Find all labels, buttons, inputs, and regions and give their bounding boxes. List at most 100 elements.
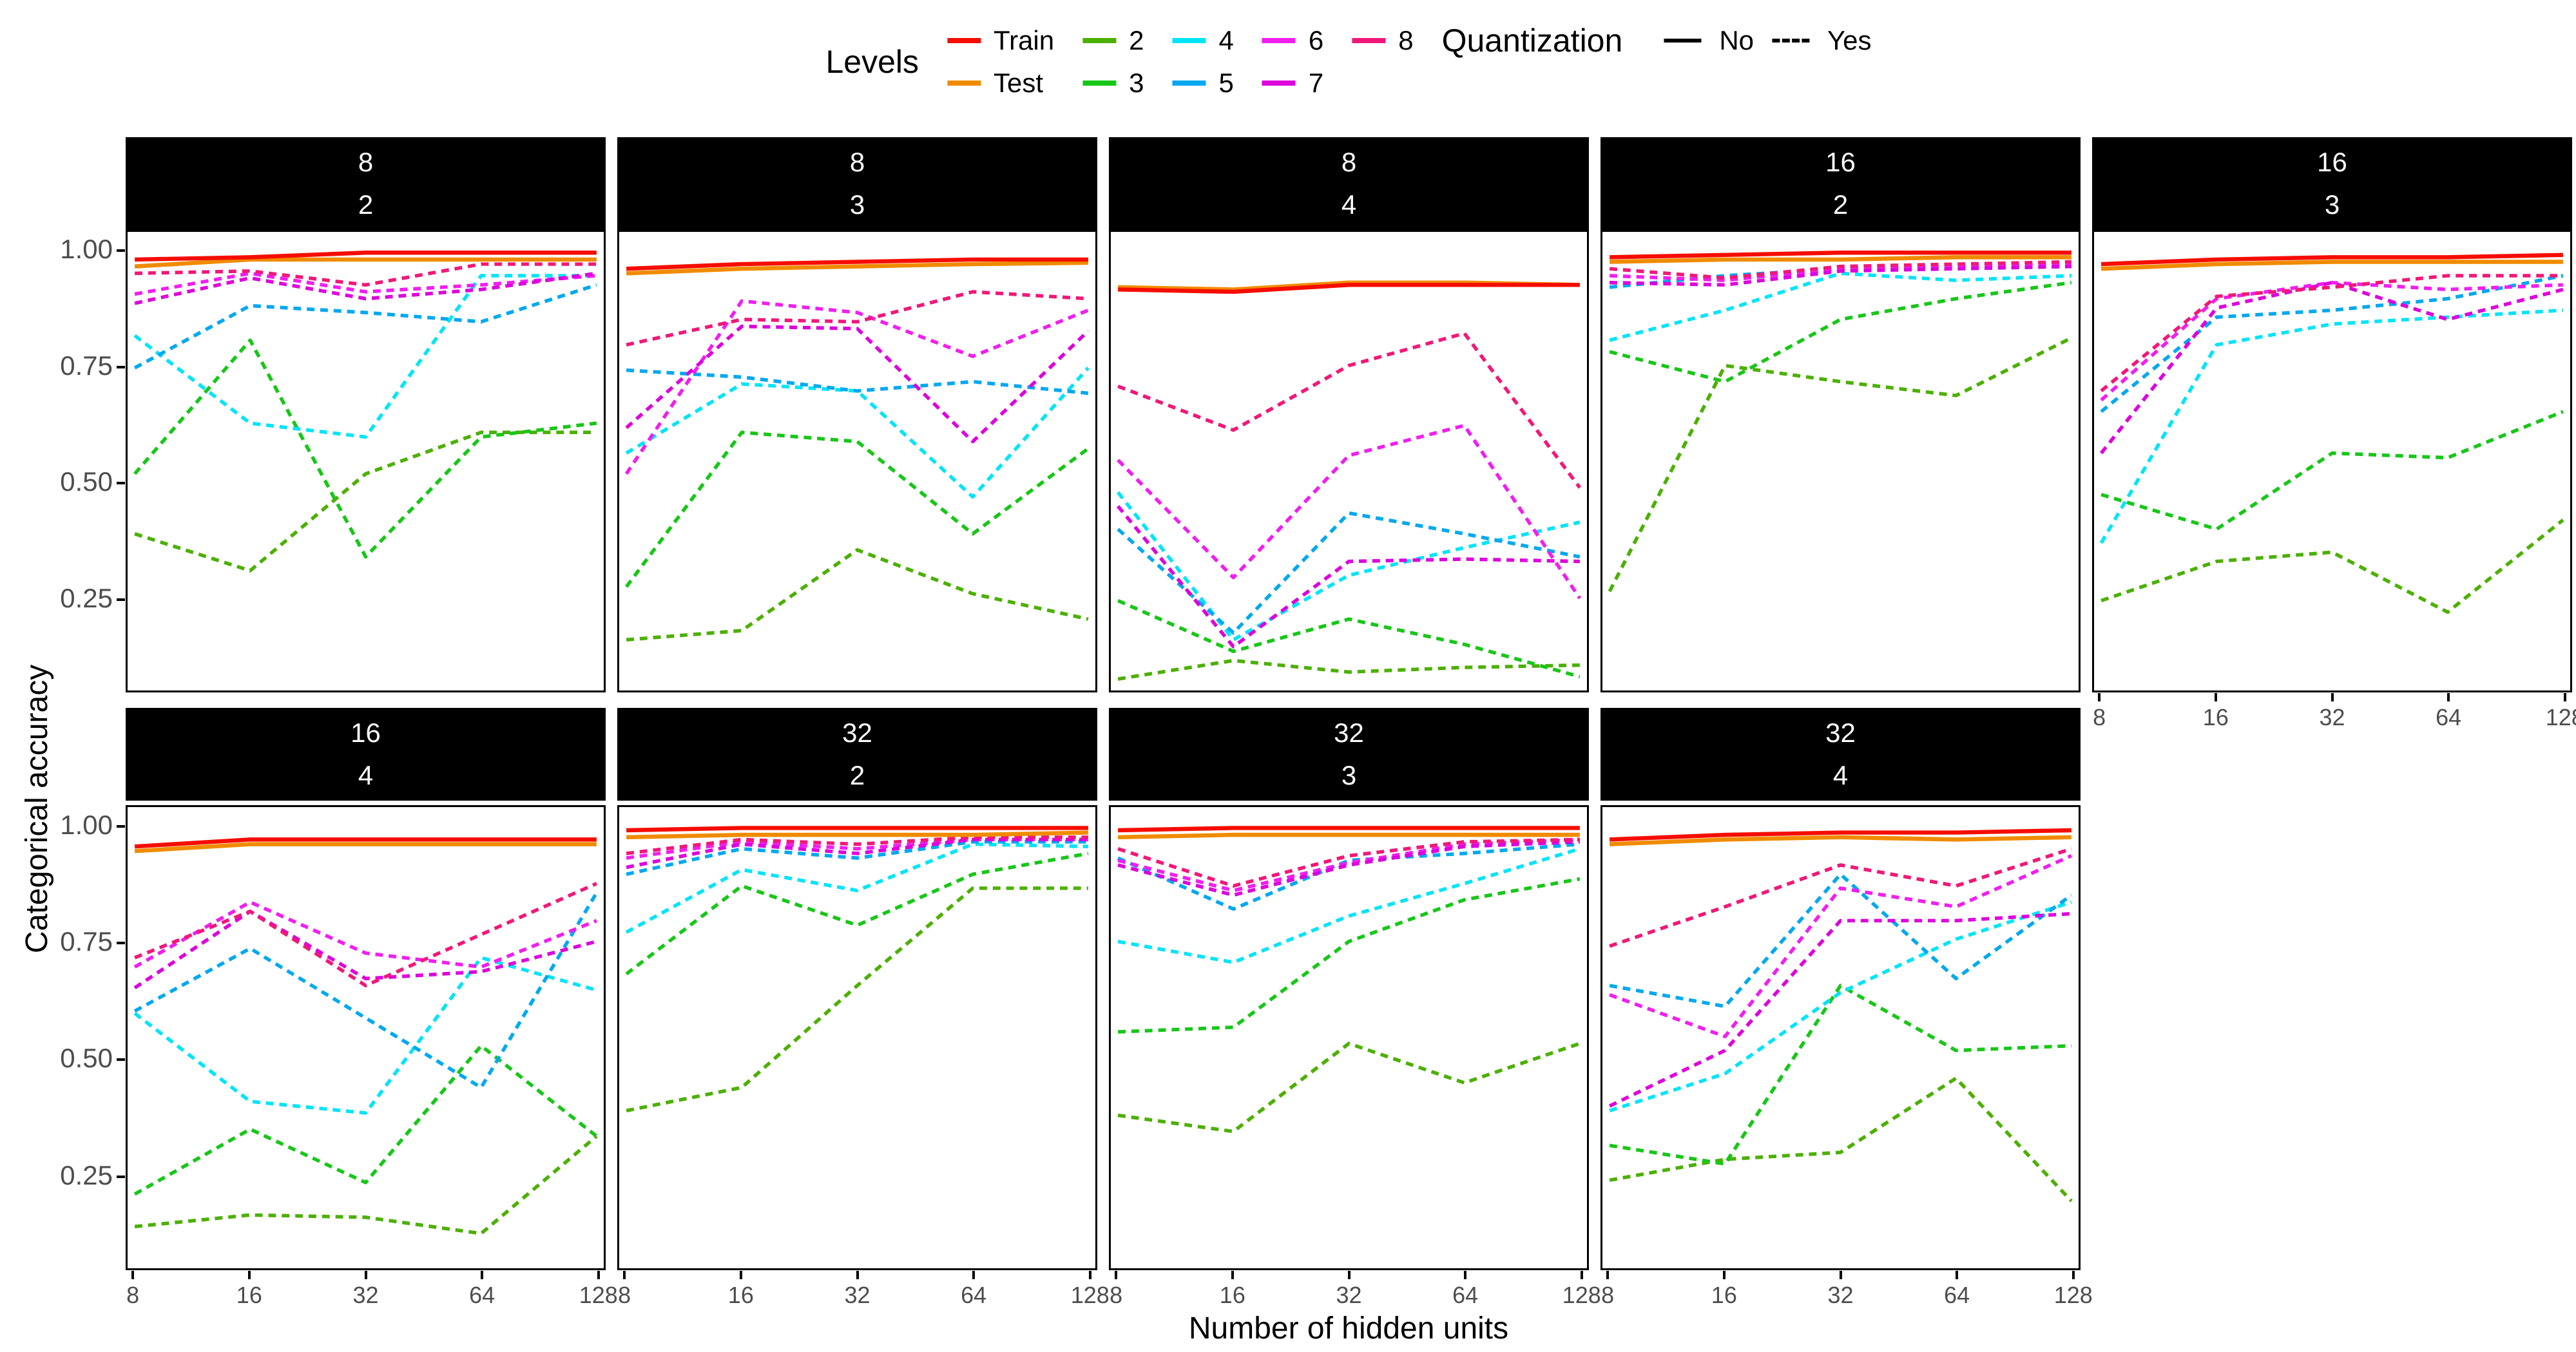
series-line-3 xyxy=(625,852,1089,976)
x-tick-label: 32 xyxy=(1336,1282,1362,1308)
legend-quant-key-no xyxy=(1664,39,1702,43)
facet-plot-8-4 xyxy=(1109,230,1589,692)
x-tick-label: 128 xyxy=(1562,1282,1601,1308)
x-tick-mark xyxy=(1839,1271,1842,1279)
series-line-Train xyxy=(2100,252,2563,267)
facet-header-16-2: 16 2 xyxy=(1600,137,2081,230)
x-tick-label: 8 xyxy=(618,1282,631,1308)
y-tick-mark xyxy=(117,249,125,252)
legend-quant-label-no: No xyxy=(1719,25,1754,55)
series-line-8 xyxy=(626,835,1088,855)
y-tick-label: 1.00 xyxy=(60,809,113,840)
x-tick-label: 64 xyxy=(1452,1282,1479,1308)
facet-plot-16-3 xyxy=(2092,230,2572,692)
legend-key-swatch-2 xyxy=(1082,38,1117,43)
series-line-6 xyxy=(624,299,1089,475)
y-tick-label: 0.50 xyxy=(60,1043,113,1074)
facet-header-32-3: 32 3 xyxy=(1109,708,1589,801)
y-tick-mark xyxy=(117,1175,125,1178)
series-line-6 xyxy=(134,271,597,296)
facet-label-top: 8 xyxy=(849,147,865,177)
legend-key-swatch-Test xyxy=(947,81,981,86)
series-line-7 xyxy=(2099,281,2564,455)
x-tick-label: 64 xyxy=(469,1282,495,1308)
series-line-4 xyxy=(1116,491,1581,642)
series-line-4 xyxy=(133,956,597,1115)
legend-levels-column: 8 xyxy=(1352,19,1414,104)
x-tick-mark xyxy=(2071,1271,2075,1279)
legend-entry-label: 7 xyxy=(1308,68,1324,98)
series-line-Test xyxy=(626,260,1088,276)
series-line-3 xyxy=(1609,281,2072,384)
series-line-2 xyxy=(1117,658,1580,681)
x-tick-mark xyxy=(623,1271,626,1279)
x-tick-label: 8 xyxy=(1601,1282,1615,1308)
series-line-8 xyxy=(134,882,597,987)
series-line-Test xyxy=(134,257,597,269)
facet-plot-16-2 xyxy=(1600,230,2081,692)
x-tick-label: 64 xyxy=(961,1282,987,1308)
series-line-2 xyxy=(1609,1076,2073,1203)
legend-entry-4: 4 xyxy=(1172,19,1234,62)
y-tick-label: 0.25 xyxy=(60,582,113,613)
x-tick-mark xyxy=(739,1271,742,1279)
legend-quantization-title: Quantization xyxy=(1441,23,1623,59)
y-tick-label: 0.75 xyxy=(60,350,113,381)
series-line-Test xyxy=(626,830,1088,840)
series-line-2 xyxy=(626,886,1088,1113)
legend-key-swatch-8 xyxy=(1352,38,1386,43)
series-line-8 xyxy=(1117,837,1580,888)
legend-key-swatch-7 xyxy=(1262,81,1296,86)
x-tick-mark xyxy=(131,1271,135,1279)
y-tick-mark xyxy=(117,1058,125,1062)
legend-entry-2: 2 xyxy=(1082,19,1144,62)
facet-header-32-4: 32 4 xyxy=(1600,708,2081,801)
facet-label-bottom: 4 xyxy=(1341,189,1357,220)
series-line-6 xyxy=(1609,854,2072,1038)
legend-key-swatch-4 xyxy=(1172,38,1206,43)
series-line-6 xyxy=(2100,281,2563,402)
x-tick-label: 16 xyxy=(236,1282,262,1308)
facet-plot-8-3 xyxy=(617,230,1097,692)
x-tick-label: 32 xyxy=(2319,704,2345,730)
series-line-Test xyxy=(1609,835,2071,846)
facet-label-top: 32 xyxy=(842,718,872,748)
legend-levels-entries: Train Test 2 3 4 5 6 7 8 xyxy=(947,19,1414,104)
series-line-2 xyxy=(134,1134,598,1235)
series-line-7 xyxy=(625,324,1090,444)
facet-label-top: 32 xyxy=(1825,718,1856,748)
x-tick-mark xyxy=(1722,1271,1725,1279)
series-line-7 xyxy=(1117,505,1580,649)
x-tick-mark xyxy=(1347,1271,1350,1279)
facet-label-bottom: 4 xyxy=(358,760,374,790)
facet-label-bottom: 4 xyxy=(1832,760,1849,790)
legend-entry-label: 5 xyxy=(1218,68,1234,98)
legend-entry-label: 2 xyxy=(1129,25,1144,55)
facet-label-bottom: 3 xyxy=(2324,189,2340,220)
legend-entry-label: 4 xyxy=(1218,25,1234,55)
series-line-4 xyxy=(625,842,1088,934)
series-line-4 xyxy=(1609,271,2071,342)
series-line-6 xyxy=(1117,423,1582,600)
series-line-5 xyxy=(1117,842,1581,911)
x-tick-label: 32 xyxy=(844,1282,870,1308)
y-tick-mark xyxy=(117,942,125,945)
facet-label-top: 8 xyxy=(358,147,374,177)
x-tick-mark xyxy=(1115,1271,1118,1279)
x-tick-mark xyxy=(1956,1271,1959,1279)
x-tick-label: 16 xyxy=(1711,1282,1737,1308)
series-line-8 xyxy=(1609,260,2071,280)
series-line-2 xyxy=(1608,336,2073,593)
series-line-Train xyxy=(134,837,597,849)
legend-key-swatch-6 xyxy=(1262,38,1296,43)
facet-header-16-4: 16 4 xyxy=(126,708,606,801)
facet-label-bottom: 3 xyxy=(849,189,865,220)
x-tick-label: 16 xyxy=(2202,704,2229,730)
series-line-7 xyxy=(134,271,597,305)
x-tick-label: 32 xyxy=(1827,1282,1854,1308)
series-line-6 xyxy=(626,837,1088,860)
legend-entry-Test: Test xyxy=(947,62,1054,104)
